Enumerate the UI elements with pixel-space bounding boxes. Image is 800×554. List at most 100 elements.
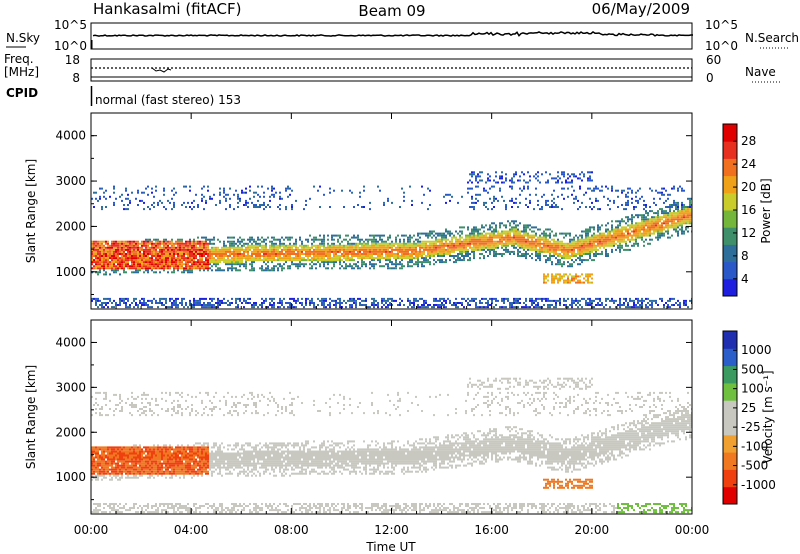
echo-cell	[155, 257, 157, 260]
echo-cell	[503, 224, 505, 227]
echo-cell	[569, 181, 571, 184]
echo-cell	[613, 302, 615, 304]
echo-cell	[385, 259, 387, 262]
echo-cell	[511, 177, 513, 180]
echo-cell	[585, 273, 587, 276]
echo-cell	[439, 306, 441, 309]
echo-cell	[273, 255, 275, 257]
echo-cell	[571, 299, 573, 302]
echo-cell	[383, 299, 385, 302]
echo-cell	[205, 242, 207, 245]
echo-cell	[513, 253, 515, 255]
echo-cell	[625, 195, 627, 198]
echo-cell	[181, 299, 183, 302]
echo-cell	[299, 263, 301, 266]
echo-cell	[193, 206, 195, 208]
echo-cell	[341, 240, 343, 243]
echo-cell	[569, 250, 571, 253]
echo-cell	[477, 306, 479, 309]
echo-cell	[207, 261, 209, 264]
echo-cell	[651, 306, 653, 309]
echo-cell	[299, 248, 301, 251]
echo-cell	[179, 250, 181, 253]
echo-cell	[515, 171, 517, 174]
echo-cell	[279, 302, 281, 304]
echo-cell	[513, 220, 515, 223]
echo-cell	[269, 269, 271, 272]
echo-cell	[91, 255, 93, 257]
echo-cell	[467, 236, 469, 239]
echo-cell	[205, 306, 207, 309]
echo-cell	[167, 257, 169, 260]
echo-cell	[491, 248, 493, 251]
echo-cell	[157, 302, 159, 304]
echo-cell	[389, 250, 391, 253]
echo-cell	[259, 255, 261, 257]
echo-cell	[537, 204, 539, 206]
nsky-tick-bottom: 10^0	[54, 39, 87, 53]
echo-cell	[245, 255, 247, 257]
echo-cell	[365, 265, 367, 268]
echo-cell	[99, 261, 101, 264]
echo-cell	[273, 267, 275, 270]
echo-cell	[189, 267, 191, 270]
echo-cell	[531, 248, 533, 251]
echo-cell	[125, 240, 127, 243]
echo-cell	[349, 304, 351, 306]
echo-cell	[595, 240, 597, 243]
echo-cell	[103, 269, 105, 272]
echo-cell	[449, 299, 451, 302]
echo-cell	[311, 242, 313, 245]
echo-cell	[195, 240, 197, 243]
echo-cell	[313, 248, 315, 251]
echo-cell	[601, 250, 603, 253]
echo-cell	[271, 261, 273, 264]
echo-cell	[95, 240, 97, 243]
echo-cell	[671, 212, 673, 215]
echo-cell	[169, 265, 171, 268]
echo-cell	[171, 248, 173, 251]
echo-cell	[517, 306, 519, 309]
echo-cell	[635, 228, 637, 231]
echo-cell	[447, 242, 449, 245]
echo-cell	[289, 193, 291, 196]
echo-cell	[205, 265, 207, 268]
echo-cell	[357, 297, 359, 300]
echo-cell	[479, 238, 481, 241]
echo-cell	[651, 224, 653, 227]
echo-cell	[141, 255, 143, 257]
echo-cell	[355, 244, 357, 247]
echo-cell	[173, 259, 175, 262]
echo-cell	[489, 197, 491, 200]
echo-cell	[441, 259, 443, 262]
echo-cell	[205, 267, 207, 270]
echo-cell	[659, 220, 661, 223]
echo-cell	[547, 244, 549, 247]
echo-cell	[445, 302, 447, 304]
echo-cell	[187, 257, 189, 260]
echo-cell	[251, 253, 253, 255]
echo-cell	[399, 257, 401, 260]
echo-cell	[285, 206, 287, 208]
echo-cell	[561, 171, 563, 174]
echo-cell	[383, 244, 385, 247]
echo-cell	[245, 263, 247, 266]
echo-cell	[519, 187, 521, 190]
echo-cell	[185, 259, 187, 262]
echo-cell	[527, 306, 529, 309]
echo-cell	[349, 250, 351, 253]
echo-cell	[543, 273, 545, 276]
echo-cell	[573, 253, 575, 255]
echo-cell	[269, 244, 271, 247]
echo-cell	[521, 246, 523, 249]
echo-cell	[555, 181, 557, 184]
echo-cell	[95, 246, 97, 249]
echo-cell	[335, 255, 337, 257]
echo-cell	[519, 246, 521, 249]
echo-cell	[99, 255, 101, 257]
echo-cell	[229, 263, 231, 266]
echo-cell	[583, 244, 585, 247]
echo-cell	[229, 250, 231, 253]
echo-cell	[295, 263, 297, 266]
echo-cell	[543, 255, 545, 257]
